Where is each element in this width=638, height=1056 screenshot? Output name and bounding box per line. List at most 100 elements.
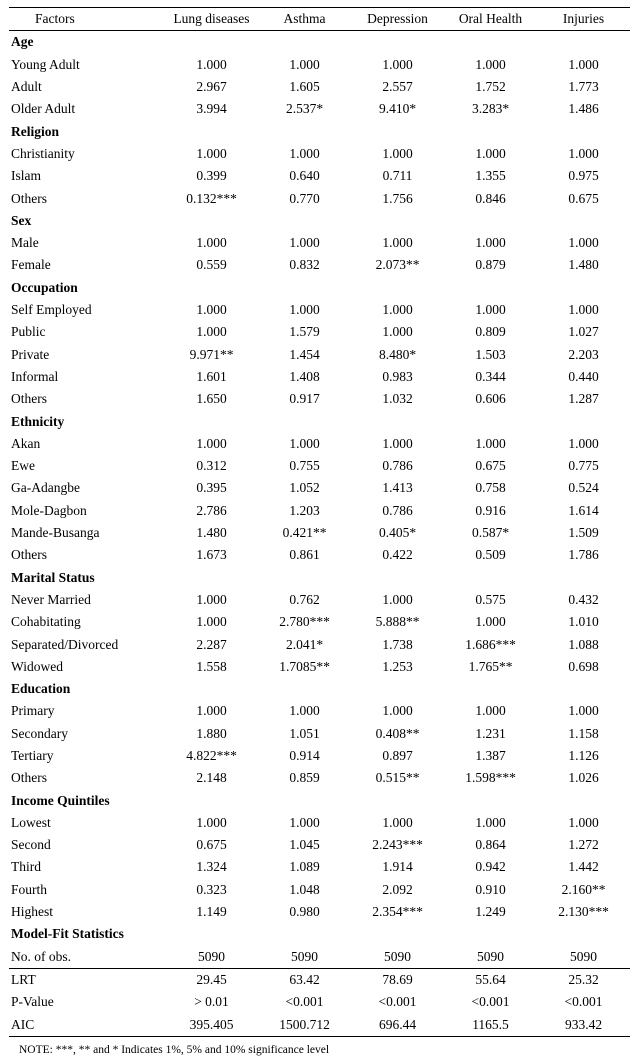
value-cell: 1.579	[289, 324, 320, 340]
table-row: Others 1.650 0.917 1.032 0.606 1.287	[9, 388, 630, 410]
value-cell: 1.614	[568, 502, 599, 518]
value-cell: 1.000	[475, 302, 506, 318]
value-cell: 0.405*	[378, 525, 417, 541]
value-cell: 0.132***	[186, 190, 237, 206]
section-title: Model-Fit Statistics	[11, 926, 124, 942]
value-cell: 1.010	[568, 614, 599, 630]
column-header-asthma: Asthma	[258, 7, 351, 32]
value-cell: 1.355	[475, 168, 506, 184]
value-cell: 0.975	[568, 168, 599, 184]
value-cell: 0.859	[289, 770, 320, 786]
value-cell: 1165.5	[472, 1016, 509, 1032]
value-cell: 1.7085**	[279, 658, 330, 674]
value-cell: 0.762	[289, 591, 320, 607]
section-header-row: Model-Fit Statistics	[9, 923, 630, 945]
row-label: Cohabitating	[11, 614, 81, 630]
value-cell: 1.486	[568, 101, 599, 117]
row-label: P-Value	[11, 994, 54, 1010]
value-cell: 1.000	[475, 145, 506, 161]
header-row: Factors Lung diseases Asthma Depression Oral…	[9, 7, 630, 32]
value-cell: 1.000	[382, 814, 413, 830]
value-cell: 2.780***	[279, 614, 330, 630]
value-cell: 1.000	[475, 435, 506, 451]
table-row: Public 1.000 1.579 1.000 0.809 1.027	[9, 321, 630, 343]
value-cell: 0.910	[475, 881, 506, 897]
table-row: Mande-Busanga 1.480 0.421** 0.405* 0.587* 1.5…	[9, 522, 630, 544]
table-body: Age Young Adult 1.000 1.000 1.000 1.000 1.000 A…	[9, 31, 630, 1036]
value-cell: 1.000	[475, 814, 506, 830]
row-label: Young Adult	[11, 56, 80, 72]
table-row: Tertiary 4.822*** 0.914 0.897 1.387 1.126	[9, 745, 630, 767]
value-cell: 0.421**	[282, 525, 327, 541]
value-cell: 1.000	[289, 435, 320, 451]
row-label: Ewe	[11, 458, 35, 474]
value-cell: 1.914	[382, 859, 413, 875]
value-cell: 0.312	[196, 458, 227, 474]
section-header-row: Religion	[9, 120, 630, 142]
row-label: Others	[11, 391, 47, 407]
value-cell: 0.846	[475, 190, 506, 206]
value-cell: 1.253	[382, 658, 413, 674]
value-cell: 1.605	[289, 79, 320, 95]
table-row: Ga-Adangbe 0.395 1.052 1.413 0.758 0.524	[9, 477, 630, 499]
value-cell: 55.64	[444, 967, 537, 992]
table-row: Separated/Divorced 2.287 2.041* 1.738 1.686*…	[9, 633, 630, 655]
value-cell: 0.606	[475, 391, 506, 407]
value-cell: 0.440	[568, 368, 599, 384]
table-row: Female 0.559 0.832 2.073** 0.879 1.480	[9, 254, 630, 276]
table-row: Third 1.324 1.089 1.914 0.942 1.442	[9, 856, 630, 878]
value-cell: 2.967	[196, 79, 227, 95]
value-cell: 0.675	[568, 190, 599, 206]
value-cell: 1.000	[475, 56, 506, 72]
table-row: Christianity 1.000 1.000 1.000 1.000 1.000	[9, 143, 630, 165]
value-cell: 1.052	[289, 480, 320, 496]
value-cell: 0.711	[382, 168, 413, 184]
value-cell: 0.897	[382, 747, 413, 763]
value-cell: 1.765**	[468, 658, 513, 674]
value-cell: 1.650	[196, 391, 227, 407]
value-cell: 1.000	[568, 56, 599, 72]
value-cell: 1.032	[382, 391, 413, 407]
value-cell: 1.000	[289, 302, 320, 318]
value-cell: 1.231	[475, 725, 506, 741]
value-cell: 9.410*	[378, 101, 417, 117]
value-cell: 0.775	[568, 458, 599, 474]
value-cell: 2.073**	[375, 257, 420, 273]
value-cell: 1.203	[289, 502, 320, 518]
table-row: Highest 1.149 0.980 2.354*** 1.249 2.130***	[9, 901, 630, 923]
value-cell: 1.287	[568, 391, 599, 407]
value-cell: 0.640	[289, 168, 320, 184]
table-row: Male 1.000 1.000 1.000 1.000 1.000	[9, 232, 630, 254]
value-cell: 1.000	[382, 324, 413, 340]
row-label: Adult	[11, 79, 42, 95]
value-cell: 2.786	[196, 502, 227, 518]
row-label: Lowest	[11, 814, 51, 830]
value-cell: 8.480*	[378, 346, 417, 362]
table-header: Factors Lung diseases Asthma Depression Oral…	[9, 7, 630, 32]
section-header-row: Occupation	[9, 277, 630, 299]
value-cell: 1.088	[568, 636, 599, 652]
section-title: Age	[11, 34, 34, 50]
value-cell: 0.344	[475, 368, 506, 384]
value-cell: 1.000	[475, 614, 506, 630]
table-row: Adult 2.967 1.605 2.557 1.752 1.773	[9, 76, 630, 98]
value-cell: 696.44	[378, 1016, 417, 1032]
section-header-row: Education	[9, 678, 630, 700]
row-label: Female	[11, 257, 51, 273]
value-cell: 1.598***	[465, 770, 516, 786]
row-label: Public	[11, 324, 46, 340]
value-cell: 0.861	[289, 547, 320, 563]
value-cell: 1.000	[196, 614, 227, 630]
value-cell: 1.000	[568, 302, 599, 318]
value-cell: 0.524	[568, 480, 599, 496]
value-cell: 1.000	[382, 435, 413, 451]
value-cell: 0.758	[475, 480, 506, 496]
value-cell: 5090	[198, 948, 225, 964]
value-cell: 1.000	[475, 235, 506, 251]
value-cell: 25.32	[537, 967, 630, 992]
value-cell: 0.916	[475, 502, 506, 518]
value-cell: 1.773	[568, 79, 599, 95]
section-title: Education	[11, 681, 71, 697]
value-cell: 395.405	[189, 1016, 234, 1032]
